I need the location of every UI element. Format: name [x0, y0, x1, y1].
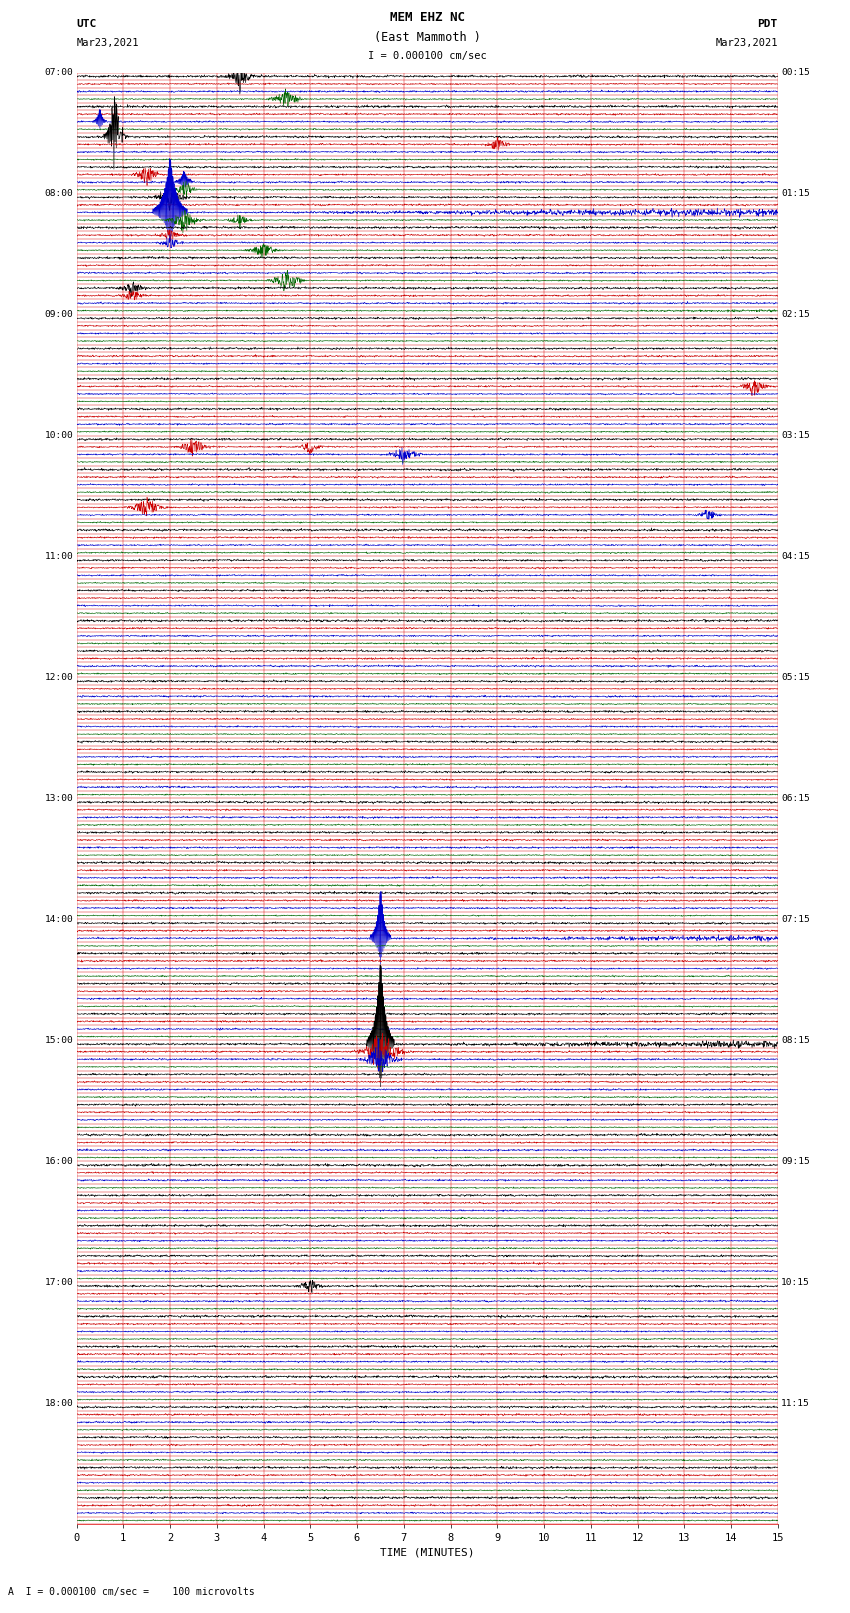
Text: 10:15: 10:15	[781, 1277, 810, 1287]
Text: 09:00: 09:00	[44, 310, 73, 319]
Text: 09:15: 09:15	[781, 1157, 810, 1166]
Text: 08:15: 08:15	[781, 1036, 810, 1045]
Text: 11:00: 11:00	[44, 552, 73, 561]
Text: 12:00: 12:00	[44, 673, 73, 682]
Text: 18:00: 18:00	[44, 1398, 73, 1408]
Text: 13:00: 13:00	[44, 794, 73, 803]
Text: 07:00: 07:00	[44, 68, 73, 77]
Text: 05:15: 05:15	[781, 673, 810, 682]
Text: 15:00: 15:00	[44, 1036, 73, 1045]
Text: 06:15: 06:15	[781, 794, 810, 803]
Text: I = 0.000100 cm/sec: I = 0.000100 cm/sec	[368, 52, 486, 61]
Text: 04:15: 04:15	[781, 552, 810, 561]
Text: 10:00: 10:00	[44, 431, 73, 440]
Text: 14:00: 14:00	[44, 915, 73, 924]
Text: PDT: PDT	[757, 19, 778, 29]
Text: 02:15: 02:15	[781, 310, 810, 319]
Text: UTC: UTC	[76, 19, 97, 29]
Text: Mar23,2021: Mar23,2021	[76, 39, 139, 48]
Text: A  I = 0.000100 cm/sec =    100 microvolts: A I = 0.000100 cm/sec = 100 microvolts	[8, 1587, 255, 1597]
Text: 03:15: 03:15	[781, 431, 810, 440]
Text: 16:00: 16:00	[44, 1157, 73, 1166]
Text: 08:00: 08:00	[44, 189, 73, 198]
Text: 11:15: 11:15	[781, 1398, 810, 1408]
X-axis label: TIME (MINUTES): TIME (MINUTES)	[380, 1547, 474, 1558]
Text: 00:15: 00:15	[781, 68, 810, 77]
Text: Mar23,2021: Mar23,2021	[715, 39, 778, 48]
Text: (East Mammoth ): (East Mammoth )	[374, 31, 480, 44]
Text: 07:15: 07:15	[781, 915, 810, 924]
Text: MEM EHZ NC: MEM EHZ NC	[389, 11, 465, 24]
Text: 17:00: 17:00	[44, 1277, 73, 1287]
Text: 01:15: 01:15	[781, 189, 810, 198]
